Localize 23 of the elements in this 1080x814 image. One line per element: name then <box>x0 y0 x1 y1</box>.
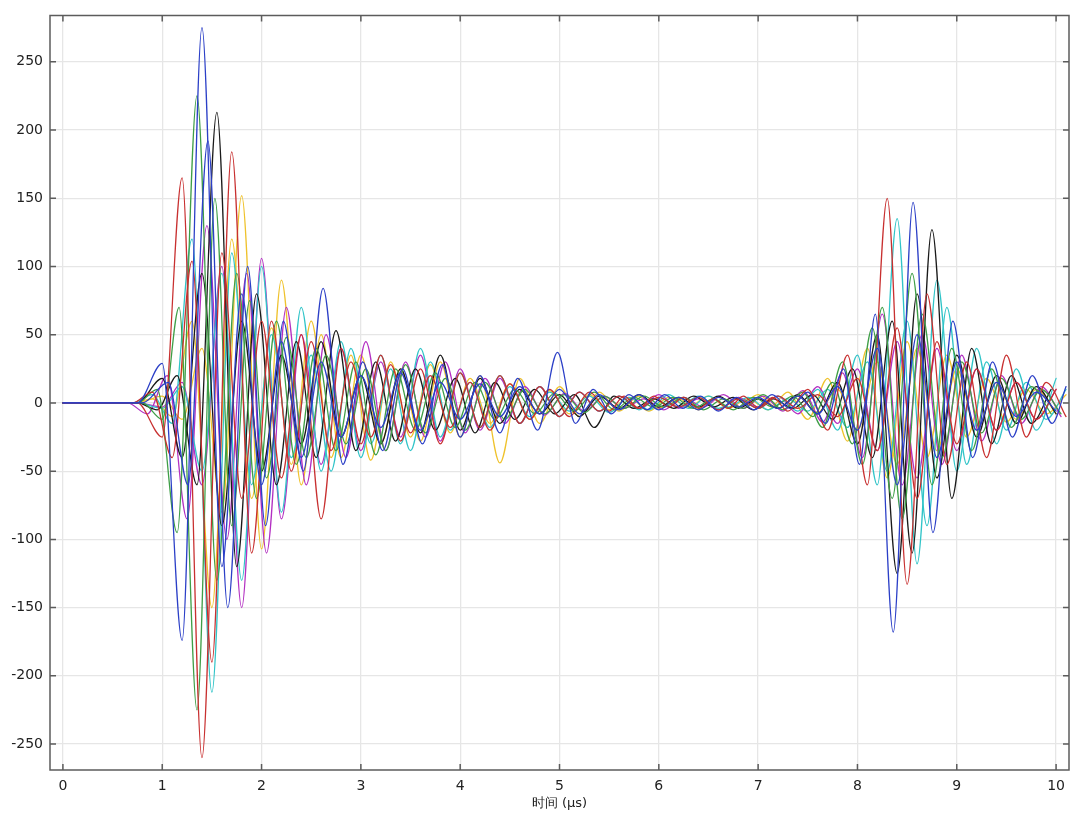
y-tick-label: 150 <box>16 188 43 205</box>
x-tick-label: 5 <box>555 777 564 794</box>
y-tick-label: -250 <box>11 734 43 751</box>
y-tick-label: 250 <box>16 52 43 69</box>
y-tick-label: -200 <box>11 666 43 683</box>
x-axis-title: 时间 (μs) <box>531 794 588 810</box>
x-tick-label: 10 <box>1047 777 1065 794</box>
x-tick-label: 8 <box>852 777 862 794</box>
x-tick-label: 7 <box>753 777 763 794</box>
x-tick-label: 1 <box>157 777 167 794</box>
y-tick-label: 50 <box>25 325 43 342</box>
y-tick-label: -150 <box>11 598 43 615</box>
x-tick-label: 2 <box>257 777 267 794</box>
x-tick-label: 9 <box>952 777 962 794</box>
x-tick-label: 0 <box>58 777 68 794</box>
y-tick-label: 100 <box>16 257 43 274</box>
y-tick-label: -100 <box>11 530 43 547</box>
x-tick-label: 4 <box>455 777 465 794</box>
x-tick-label: 3 <box>356 777 366 794</box>
y-tick-label: 200 <box>16 120 43 137</box>
y-tick-label: -50 <box>20 461 43 478</box>
x-tick-label: 6 <box>654 777 664 794</box>
y-tick-label: 0 <box>34 393 43 410</box>
